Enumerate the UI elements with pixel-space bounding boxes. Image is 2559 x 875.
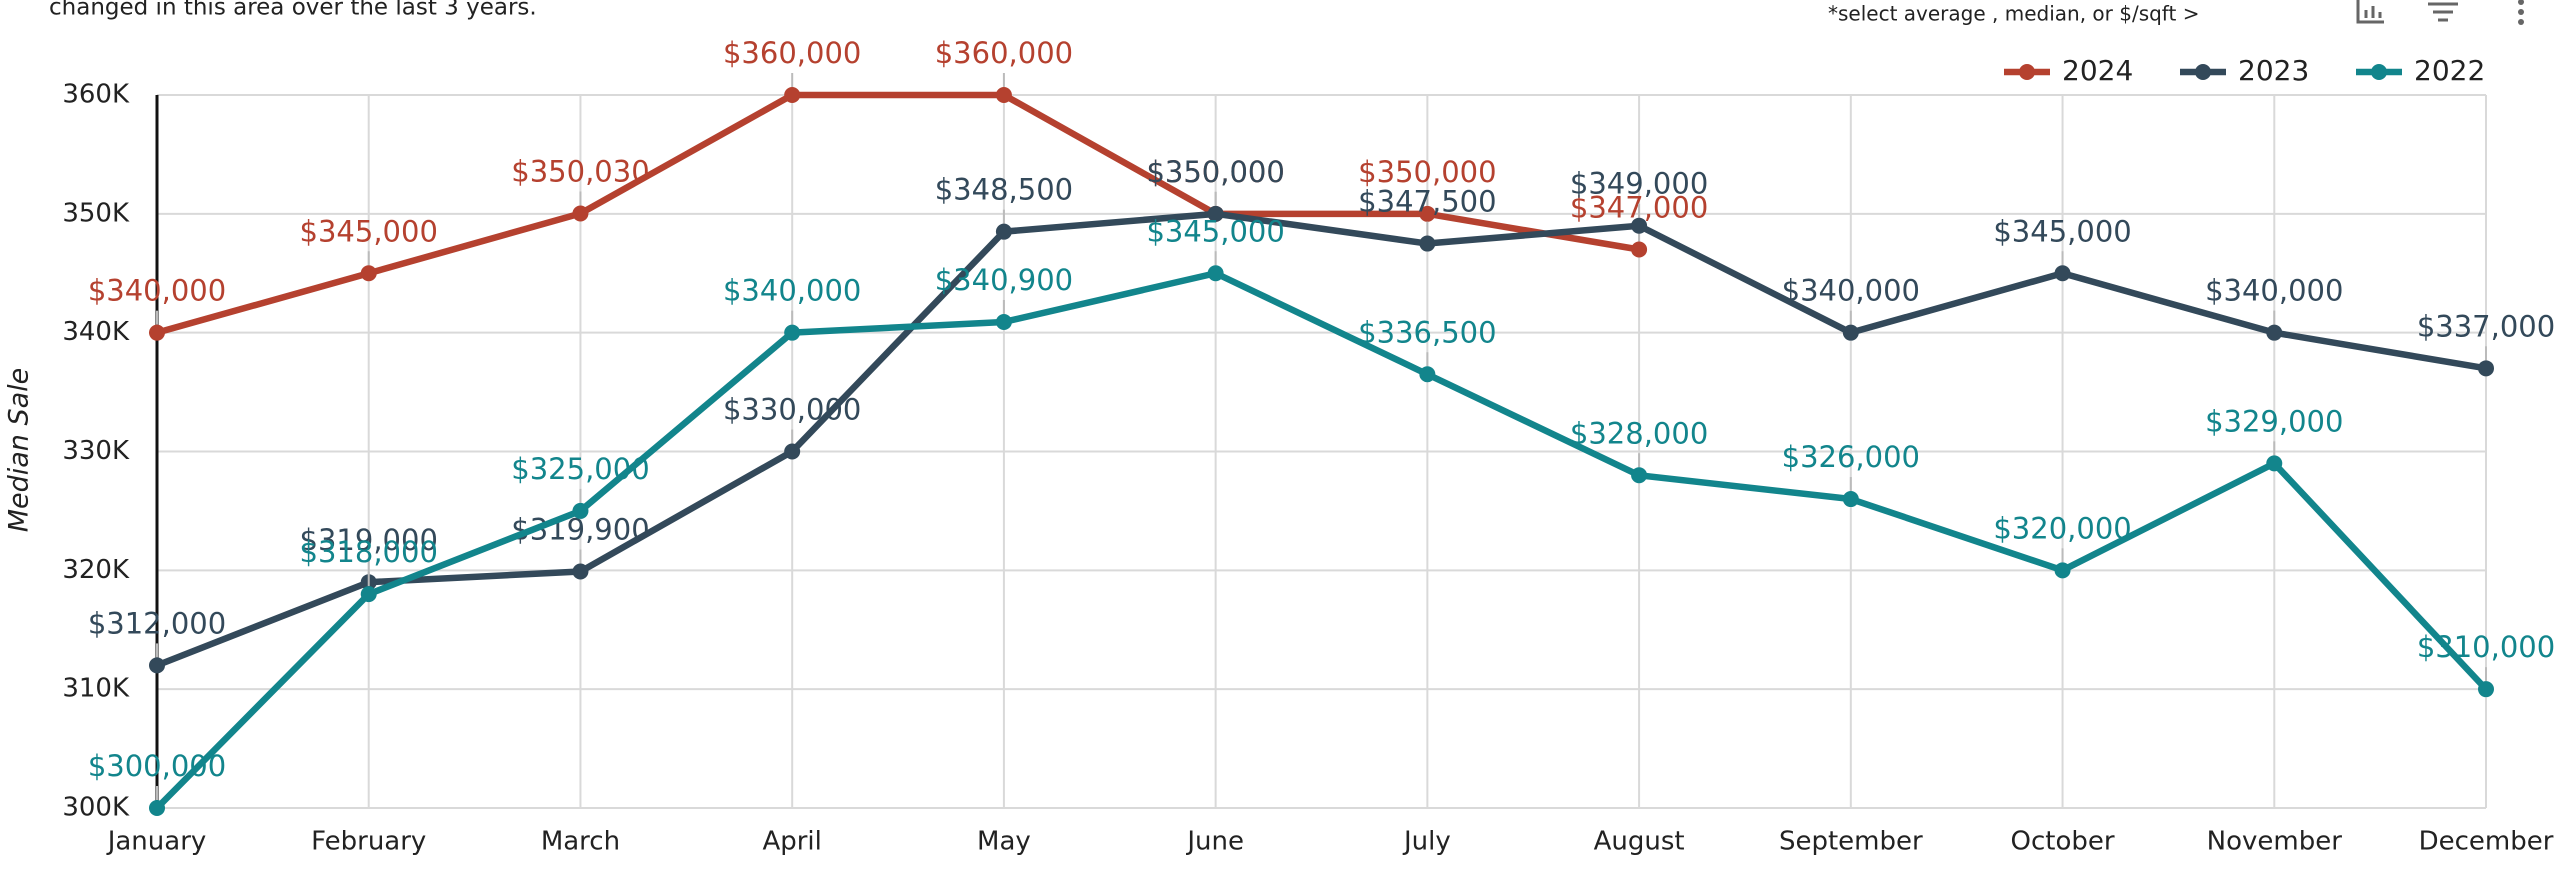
point [572,563,589,580]
value-label: $349,000 [1570,167,1708,201]
value-label: $345,000 [300,214,438,248]
description: changed in this area over the last 3 yea… [49,0,537,21]
x-tick-label: April [762,827,821,857]
x-tick-label: February [311,827,426,857]
point [1419,366,1436,383]
value-label: $325,000 [511,452,649,486]
x-tick-label: March [541,827,620,857]
point [360,265,377,282]
point [784,443,801,460]
value-label: $340,000 [723,274,861,308]
y-tick-label: 330K [62,436,130,466]
point [2266,455,2283,472]
point [995,313,1012,330]
point [1419,235,1436,252]
point [2054,265,2071,282]
point [2478,681,2494,698]
point [2054,562,2071,579]
point [1842,324,1859,341]
value-label: $319,000 [300,523,438,557]
value-label: $340,000 [1782,274,1920,308]
x-tick-label: October [2011,827,2115,857]
value-label: $330,000 [723,393,861,427]
point [149,657,165,674]
value-label: $300,000 [88,749,226,783]
legend-dot [2019,64,2035,80]
point [2478,360,2494,377]
point [1207,265,1224,282]
series-line [155,210,2487,669]
value-label: $320,000 [1993,511,2131,545]
legend-dot [2371,64,2387,80]
y-tick-label: 320K [62,555,130,585]
point [995,223,1012,240]
point [995,87,1012,103]
value-label: $336,500 [1358,315,1496,349]
filter-icon[interactable] [2428,2,2458,22]
y-tick-label: 350K [62,198,130,228]
point [572,502,589,519]
chart-icon[interactable] [2356,0,2384,24]
metric-selector[interactable]: *select average , median, or $/sqft > [1828,2,2199,26]
point [2266,324,2283,341]
value-label: $350,000 [1146,155,1284,189]
value-label: $326,000 [1782,440,1920,474]
value-label: $350,000 [1146,155,1284,189]
value-label: $360,000 [723,36,861,70]
value-label: $312,000 [88,606,226,640]
y-tick-label: 360K [62,80,130,110]
x-tick-label: November [2207,827,2343,857]
value-label: $360,000 [935,36,1073,70]
value-label: $350,000 [1358,155,1496,189]
series-line [156,91,1640,336]
value-label: $340,000 [88,274,226,308]
x-tick-label: September [1779,827,1923,857]
value-label: $310,000 [2417,630,2555,664]
value-label: $345,000 [1993,214,2131,248]
legend-label[interactable]: 2022 [2414,54,2485,87]
value-label: $345,000 [1146,214,1284,248]
menu-icon[interactable] [2518,0,2524,25]
value-label: $340,900 [935,263,1073,297]
legend-dot [2195,64,2211,80]
x-tick-label: December [2419,827,2554,857]
x-tick-label: August [1594,827,1685,857]
y-tick-label: 340K [62,317,130,347]
point [1842,491,1859,508]
y-axis-label: Median Sale [4,368,35,533]
point [784,324,801,341]
value-label: $318,000 [300,535,438,569]
point [1207,205,1224,222]
point [149,324,165,341]
point [1419,205,1436,222]
y-tick-label: 300K [62,793,130,823]
point [572,205,589,222]
point [784,87,801,103]
value-label: $337,000 [2417,309,2555,343]
series-line [154,270,2489,811]
x-tick-label: June [1185,827,1244,857]
point [149,800,165,816]
x-tick-label: May [977,827,1031,857]
point [360,586,377,603]
x-tick-label: January [106,827,207,857]
point [1631,217,1648,234]
value-label: $350,030 [511,154,649,188]
point [1631,241,1648,258]
value-label: $328,000 [1570,416,1708,450]
plot: 300K 310K 320K 330K 340K 350K 360K January Febru… [62,36,2555,857]
value-label: $340,000 [2205,274,2343,308]
x-tick-label: July [1402,827,1451,857]
value-label: $348,500 [935,173,1073,207]
y-tick-label: 310K [62,674,130,704]
legend-label[interactable]: 2024 [2062,54,2133,87]
point [1631,467,1648,484]
legend-label[interactable]: 2023 [2238,54,2309,87]
value-label: $347,500 [1358,185,1496,219]
value-label: $329,000 [2205,404,2343,438]
